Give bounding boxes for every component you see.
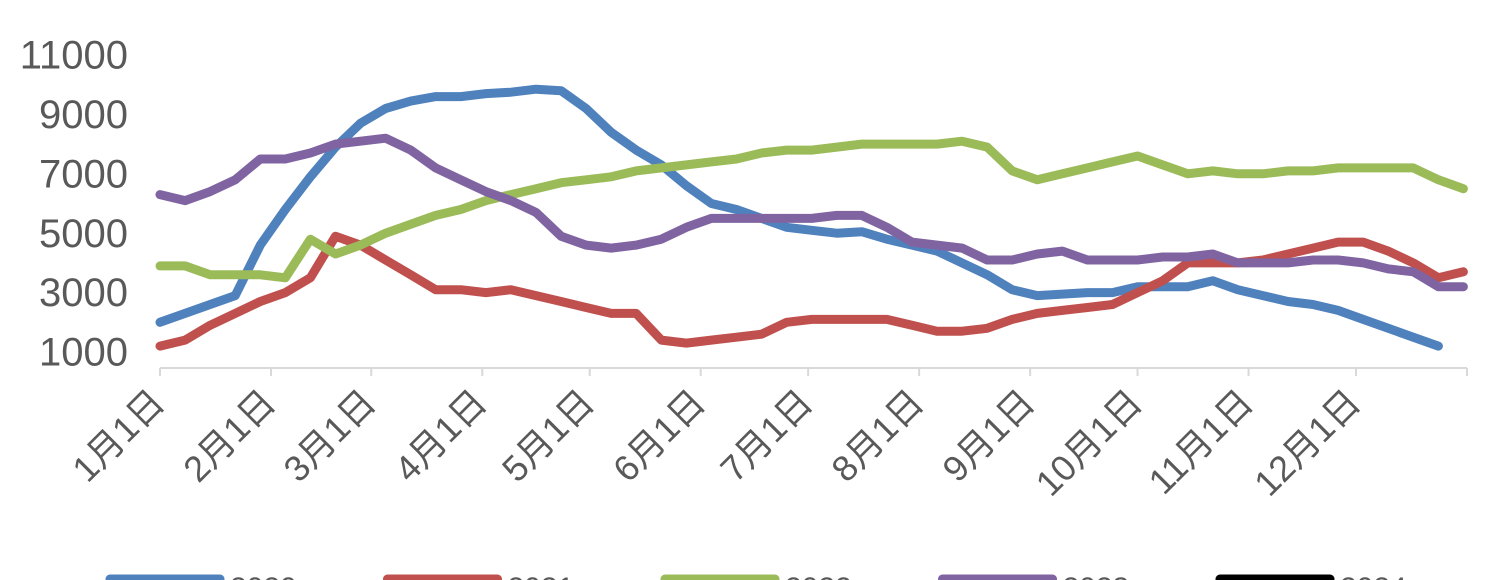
y-tick-label: 1000 bbox=[39, 331, 128, 375]
series-line bbox=[155, 133, 1468, 292]
x-tick-label: 11月1日 bbox=[1140, 381, 1260, 501]
legend-label: 2024 bbox=[1340, 572, 1407, 580]
y-tick-label: 11000 bbox=[20, 34, 128, 78]
x-tick-label: 2月1日 bbox=[175, 381, 283, 489]
series-line bbox=[155, 136, 1468, 283]
x-tick-label: 10月1日 bbox=[1028, 381, 1150, 503]
x-tick-label: 7月1日 bbox=[712, 381, 820, 489]
x-tick-label: 8月1日 bbox=[823, 381, 931, 489]
x-tick-label: 6月1日 bbox=[605, 381, 713, 489]
y-tick-label: 5000 bbox=[39, 212, 128, 256]
x-tick-label: 9月1日 bbox=[934, 381, 1042, 489]
y-tick-label: 9000 bbox=[39, 93, 128, 137]
series-line bbox=[155, 231, 1468, 351]
legend-label: 2020 bbox=[230, 572, 297, 580]
legend-label: 2022 bbox=[785, 572, 852, 580]
legend-label: 2023 bbox=[1063, 572, 1130, 580]
x-tick-label: 3月1日 bbox=[275, 381, 383, 489]
y-tick-label: 3000 bbox=[39, 271, 128, 315]
y-tick-label: 7000 bbox=[39, 152, 128, 196]
x-tick-label: 12月1日 bbox=[1246, 381, 1368, 503]
series-line bbox=[155, 84, 1443, 351]
x-tick-label: 4月1日 bbox=[386, 381, 494, 489]
x-tick-label: 1月1日 bbox=[64, 381, 172, 489]
legend-label: 2021 bbox=[508, 572, 575, 580]
x-tick-label: 5月1日 bbox=[494, 381, 602, 489]
